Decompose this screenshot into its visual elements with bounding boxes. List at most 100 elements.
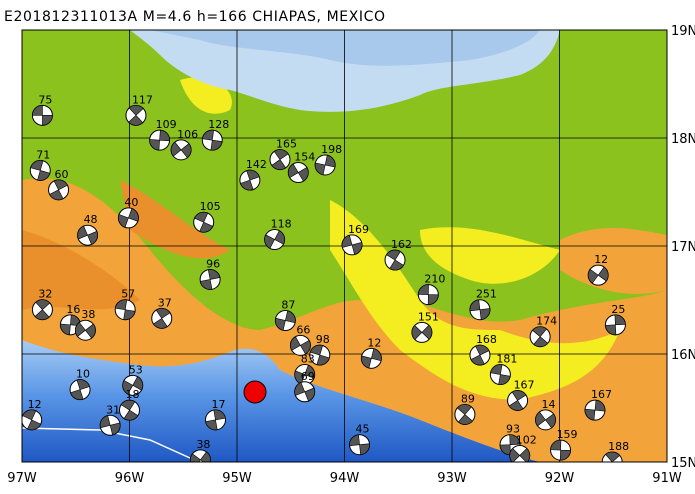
compression-quadrant [32, 105, 53, 126]
y-tick-label: 19N [671, 24, 695, 39]
compression-quadrant [170, 141, 192, 159]
compression-quadrant [264, 230, 285, 249]
beachball [454, 403, 476, 425]
depth-label: 128 [208, 118, 229, 131]
x-tick-label: 97W [7, 471, 37, 486]
main-event [243, 380, 267, 404]
beachball [604, 314, 626, 336]
depth-label: 251 [476, 288, 497, 301]
y-tick-label: 18N [671, 132, 695, 147]
beachball [360, 347, 382, 369]
depth-label: 12 [28, 398, 42, 411]
depth-label: 89 [461, 392, 475, 405]
beachball [417, 284, 439, 306]
compression-quadrant [120, 399, 139, 421]
beachball [193, 211, 215, 233]
compression-quadrant [584, 399, 606, 421]
compression-quadrant [294, 382, 315, 402]
beachball [125, 104, 147, 126]
beachball [48, 179, 70, 201]
depth-label: 198 [321, 143, 342, 156]
beachball [314, 154, 336, 176]
compression-quadrant [411, 324, 433, 341]
depth-label: 174 [536, 315, 557, 328]
beachball [22, 409, 43, 431]
axis-labels: 97W 96W 95W 94W 93W 92W 91W 19N 18N 17N 16N 15N [7, 24, 695, 486]
depth-label: 159 [557, 428, 578, 441]
depth-label: 210 [424, 273, 445, 286]
beachball [69, 379, 91, 401]
depth-label: 165 [276, 138, 297, 151]
depth-label: 102 [516, 434, 537, 447]
compression-quadrant [349, 434, 370, 455]
compression-quadrant [114, 299, 136, 320]
compression-quadrant [118, 208, 139, 228]
compression-quadrant [30, 160, 51, 181]
depth-label: 168 [476, 333, 497, 346]
compression-quadrant [149, 129, 170, 151]
compression-quadrant [309, 344, 330, 366]
depth-label: 154 [294, 151, 315, 164]
beachball [77, 224, 99, 246]
trench-contour [22, 427, 191, 459]
beachball [411, 321, 433, 343]
depth-label: 38 [81, 308, 95, 321]
compression-quadrant [456, 404, 473, 425]
depth-label: 45 [356, 423, 370, 436]
compression-quadrant [469, 299, 491, 320]
plateau [330, 200, 620, 400]
depth-label: 169 [348, 223, 369, 236]
compression-quadrant [535, 411, 556, 429]
compression-quadrant [194, 211, 214, 233]
beachball [239, 169, 261, 191]
y-tick-label: 15N [671, 456, 695, 471]
beachball [170, 139, 192, 161]
depth-label: 31 [106, 403, 120, 416]
depth-label: 10 [76, 368, 90, 381]
compression-quadrant [361, 348, 382, 369]
beachball [349, 434, 371, 456]
x-tick-label: 94W [330, 471, 360, 486]
beachball [99, 414, 121, 436]
compression-quadrant [271, 149, 289, 170]
beachball [189, 449, 211, 462]
depth-label: 188 [608, 440, 629, 453]
beachball [507, 389, 529, 411]
beachball [529, 326, 551, 348]
beachball [341, 234, 363, 256]
y-tick-label: 16N [671, 348, 695, 363]
depth-label: 75 [38, 93, 52, 106]
depth-label: 25 [611, 303, 625, 316]
map-frame [21, 29, 668, 463]
x-tick-label: 92W [545, 471, 575, 486]
compression-quadrant [49, 179, 68, 201]
beachball [274, 310, 296, 332]
depth-label: 32 [38, 288, 52, 301]
beachball [289, 334, 311, 356]
beachball [509, 445, 531, 462]
x-tick-label: 93W [437, 471, 467, 486]
depth-label: 17 [212, 398, 226, 411]
beachball [587, 264, 609, 286]
beachball [535, 409, 557, 431]
beachball [294, 364, 316, 386]
beachball [499, 434, 521, 456]
compression-quadrant [550, 439, 571, 461]
compression-quadrant [22, 409, 42, 431]
depth-label: 60 [55, 168, 69, 181]
compression-quadrant [202, 129, 223, 151]
highland [22, 180, 230, 310]
depth-label: 37 [158, 296, 172, 309]
depth-label: 57 [121, 288, 135, 301]
compression-quadrant [34, 299, 51, 321]
depth-label: 38 [196, 438, 210, 451]
depth-label: 66 [296, 323, 310, 336]
beachball [269, 149, 291, 171]
beachball [151, 307, 173, 329]
compression-quadrant [508, 390, 527, 411]
beachball [119, 399, 140, 421]
compression-quadrant [240, 169, 260, 191]
compression-quadrant [532, 326, 549, 347]
compression-quadrant [314, 154, 336, 176]
depth-label: 167 [514, 378, 535, 391]
